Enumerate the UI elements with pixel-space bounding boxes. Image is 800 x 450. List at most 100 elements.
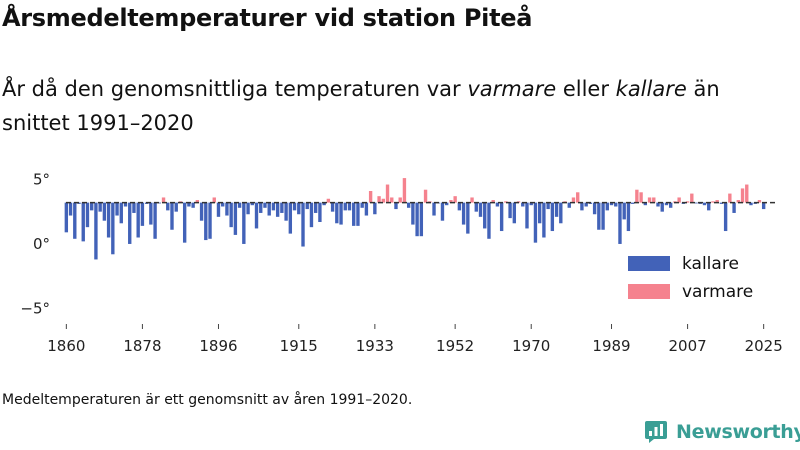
x-tick-label: 1933 (356, 337, 394, 355)
bar-1964 (504, 201, 508, 203)
bar-1945 (423, 189, 428, 203)
bar-2022 (749, 202, 753, 206)
bar-1986 (597, 202, 601, 230)
bar-1969 (525, 202, 529, 229)
bar-1865 (85, 202, 90, 228)
bar-1965 (508, 202, 512, 219)
x-tick-label: 1860 (47, 337, 85, 355)
bar-2007 (685, 201, 690, 203)
bar-1928 (352, 202, 356, 226)
bar-1996 (639, 192, 643, 203)
bar-1886 (174, 202, 178, 212)
bar-2024 (757, 200, 762, 203)
bar-1975 (550, 202, 555, 232)
bar-1905 (254, 202, 259, 229)
bar-1862 (73, 202, 77, 239)
bar-1926 (343, 202, 347, 211)
bar-1999 (652, 197, 656, 203)
bar-1931 (364, 202, 369, 216)
chart-title: Årsmedeltemperaturer vid station Piteå (2, 4, 533, 32)
bar-1873 (119, 202, 123, 224)
bar-1987 (601, 202, 605, 230)
bar-1924 (335, 202, 339, 224)
bar-1979 (567, 202, 571, 208)
bar-1943 (415, 202, 419, 237)
bar-1922 (326, 198, 331, 203)
bar-1942 (411, 202, 415, 225)
bar-1963 (499, 202, 504, 232)
bar-1885 (170, 202, 174, 230)
bar-1923 (330, 202, 335, 212)
bar-1976 (554, 202, 559, 217)
footnote: Medeltemperaturen är ett genomsnitt av å… (2, 392, 413, 408)
bar-1940 (402, 178, 407, 203)
bar-1955 (466, 202, 470, 234)
bar-1961 (491, 200, 495, 203)
bar-2005 (677, 197, 681, 203)
bar-1927 (347, 202, 352, 211)
bar-1870 (106, 202, 111, 238)
bar-1867 (94, 202, 98, 260)
bar-1891 (195, 200, 200, 203)
brand-name: Newsworthy (676, 421, 800, 443)
bar-1897 (221, 202, 225, 207)
bar-2008 (690, 193, 694, 203)
bar-1894 (208, 202, 212, 239)
bar-1892 (199, 202, 204, 221)
bar-1954 (461, 202, 466, 225)
bar-1962 (495, 202, 500, 207)
bar-1889 (187, 202, 191, 207)
bar-1957 (474, 202, 478, 212)
bar-1864 (81, 202, 85, 242)
bar-2011 (702, 202, 707, 206)
bar-1990 (614, 202, 618, 207)
bar-1914 (292, 202, 297, 211)
bar-2016 (723, 202, 728, 232)
bar-1937 (390, 197, 394, 203)
bar-1900 (233, 202, 238, 235)
bar-1893 (204, 202, 208, 241)
bar-1933 (373, 202, 377, 215)
x-axis: 1860 1878 1896 1915 1933 1952 1970 1989 2007 2025 (47, 324, 783, 355)
bar-1918 (309, 202, 314, 228)
bar-1997 (643, 202, 648, 206)
bar-1888 (182, 202, 187, 243)
bar-1907 (263, 202, 267, 208)
x-tick-label: 1896 (199, 337, 237, 355)
bar-1972 (537, 202, 542, 224)
x-tick-label: 1915 (280, 337, 318, 355)
bar-1956 (470, 197, 474, 203)
y-axis: 5° 0° −5° (20, 170, 50, 317)
bar-1874 (123, 202, 128, 207)
bar-1890 (191, 202, 195, 208)
bar-1880 (149, 202, 153, 225)
bar-1903 (246, 202, 250, 215)
bar-1995 (635, 189, 639, 203)
subtitle-warmer-word: varmare (467, 77, 557, 101)
bar-2003 (668, 202, 673, 208)
bar-1866 (90, 202, 94, 211)
legend-label-colder: kallare (682, 254, 739, 274)
bar-1934 (377, 196, 381, 203)
bar-1860 (64, 202, 69, 233)
bar-2000 (656, 202, 660, 207)
bar-2018 (732, 202, 736, 213)
bar-1983 (584, 202, 588, 207)
bar-1980 (571, 197, 576, 203)
bar-1991 (618, 202, 622, 244)
bar-1947 (432, 202, 436, 216)
bar-1992 (622, 202, 626, 220)
bar-1958 (478, 202, 483, 217)
bar-1875 (128, 202, 132, 244)
legend-swatch-warmer (628, 284, 670, 299)
bar-1904 (250, 202, 254, 206)
bar-1920 (318, 202, 322, 222)
bar-1970 (529, 202, 533, 206)
bar-1929 (356, 202, 360, 226)
bar-1896 (216, 202, 221, 217)
newsworthy-logo-icon (645, 421, 667, 443)
bar-1966 (512, 202, 517, 224)
bar-1895 (212, 197, 216, 203)
bar-1906 (259, 202, 263, 213)
bar-1916 (301, 202, 305, 247)
